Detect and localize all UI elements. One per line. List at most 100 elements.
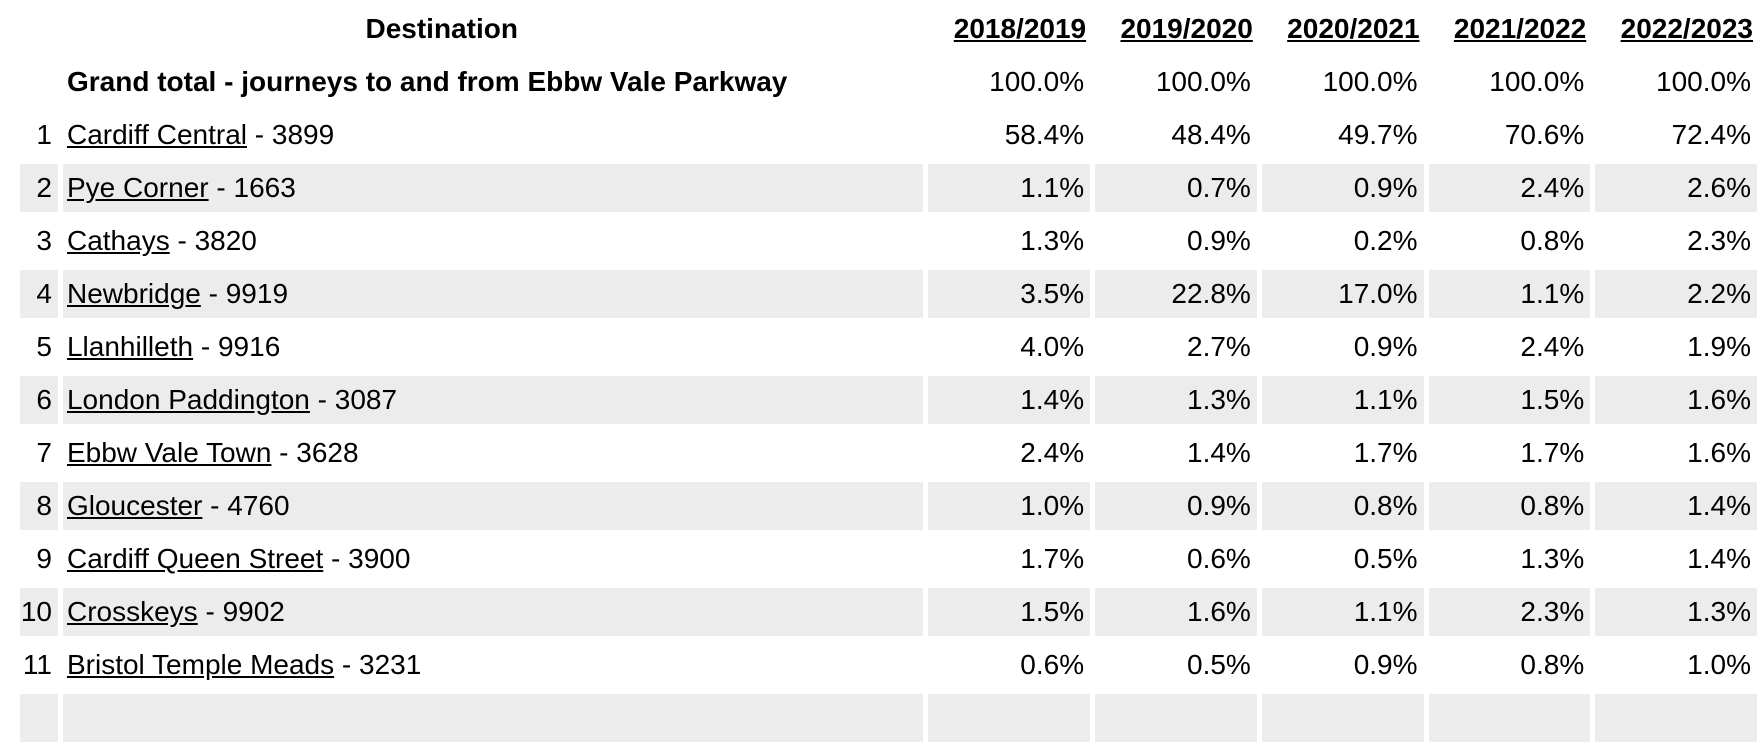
year-header-link-2019-2020[interactable]: 2019/2020 — [1120, 13, 1253, 44]
grand-total-row: Grand total - journeys to and from Ebbw … — [20, 58, 1757, 106]
row-rank: 11 — [22, 649, 52, 680]
percent-cell: 2.3% — [1687, 225, 1751, 256]
percent-cell: 1.1% — [1261, 376, 1424, 424]
percent-cell: 1.5% — [928, 588, 1091, 636]
percent-cell: 0.8% — [1520, 649, 1585, 680]
destination-code: - 3628 — [271, 437, 359, 468]
journeys-table: Destination 2018/2019 2019/2020 2020/202… — [15, 0, 1762, 747]
table-row-partial — [20, 694, 1757, 742]
table-row: 10 Crosskeys - 9902 1.5% 1.6% 1.1% 2.3% … — [20, 588, 1757, 636]
destination-code: - 3899 — [247, 119, 335, 150]
percent-cell: 0.5% — [1353, 543, 1418, 574]
percent-cell: 2.3% — [1428, 588, 1591, 636]
row-rank: 6 — [20, 376, 58, 424]
grand-total-value: 100.0% — [1489, 66, 1585, 97]
percent-cell: 1.6% — [1687, 437, 1751, 468]
percent-cell: 1.1% — [928, 164, 1091, 212]
destination-code: - 1663 — [208, 172, 296, 203]
row-rank: 3 — [36, 225, 52, 256]
percent-cell — [928, 694, 1091, 742]
percent-cell: 1.4% — [1687, 543, 1751, 574]
percent-cell: 1.0% — [928, 482, 1091, 530]
percent-cell: 48.4% — [1171, 119, 1251, 150]
destination-link[interactable]: Ebbw Vale Town — [66, 437, 272, 468]
destination-link[interactable]: Crosskeys — [66, 596, 198, 627]
grand-total-value: 100.0% — [989, 66, 1085, 97]
destination-link[interactable]: Bristol Temple Meads — [66, 649, 335, 680]
year-column-header: 2020/2021 — [1262, 5, 1424, 53]
percent-cell: 1.3% — [1520, 543, 1585, 574]
percent-cell: 4.0% — [1020, 331, 1085, 362]
destination-code: - 9916 — [193, 331, 281, 362]
percent-cell: 1.1% — [1428, 270, 1591, 318]
destination-link[interactable]: Cardiff Central — [66, 119, 247, 150]
row-rank: 10 — [20, 588, 58, 636]
year-column-header: 2019/2020 — [1095, 5, 1257, 53]
row-rank: 9 — [36, 543, 52, 574]
row-rank: 4 — [20, 270, 58, 318]
percent-cell: 1.3% — [1095, 376, 1257, 424]
percent-cell: 1.9% — [1687, 331, 1751, 362]
percent-cell: 1.7% — [1020, 543, 1085, 574]
table-row: 11 Bristol Temple Meads - 3231 0.6% 0.5%… — [20, 641, 1757, 689]
destination-link[interactable]: Cardiff Queen Street — [66, 543, 324, 574]
percent-cell: 1.4% — [928, 376, 1091, 424]
year-header-link-2020-2021[interactable]: 2020/2021 — [1287, 13, 1420, 44]
year-header-link-2018-2019[interactable]: 2018/2019 — [953, 13, 1087, 44]
percent-cell: 0.6% — [1187, 543, 1251, 574]
destination-link[interactable]: London Paddington — [66, 384, 310, 415]
percent-cell: 0.8% — [1520, 225, 1585, 256]
percent-cell: 2.4% — [1520, 331, 1585, 362]
percent-cell — [1095, 694, 1257, 742]
percent-cell: 70.6% — [1504, 119, 1585, 150]
percent-cell: 72.4% — [1671, 119, 1751, 150]
percent-cell: 22.8% — [1095, 270, 1257, 318]
destination-link[interactable]: Llanhilleth — [66, 331, 194, 362]
percent-cell: 0.8% — [1428, 482, 1591, 530]
percent-cell — [1428, 694, 1591, 742]
table-row: 4 Newbridge - 9919 3.5% 22.8% 17.0% 1.1%… — [20, 270, 1757, 318]
table-row: 3 Cathays - 3820 1.3% 0.9% 0.2% 0.8% 2.3… — [20, 217, 1757, 265]
grand-total-value: 100.0% — [1322, 66, 1418, 97]
destination-code: - 4760 — [202, 490, 290, 521]
destination-column-header: Destination — [365, 13, 518, 44]
year-header-link-2022-2023[interactable]: 2022/2023 — [1620, 13, 1753, 44]
destination-link[interactable]: Newbridge — [66, 278, 201, 309]
percent-cell: 0.2% — [1353, 225, 1418, 256]
destination-code: - 9902 — [197, 596, 285, 627]
row-rank: 7 — [36, 437, 52, 468]
percent-cell: 2.6% — [1595, 164, 1757, 212]
row-rank: 1 — [36, 119, 52, 150]
percent-cell: 2.2% — [1595, 270, 1757, 318]
table-row: 7 Ebbw Vale Town - 3628 2.4% 1.4% 1.7% 1… — [20, 429, 1757, 477]
percent-cell: 2.4% — [1428, 164, 1591, 212]
destination-link[interactable]: Pye Corner — [66, 172, 209, 203]
percent-cell: 0.9% — [1187, 225, 1251, 256]
row-rank: 2 — [20, 164, 58, 212]
percent-cell: 1.3% — [1020, 225, 1085, 256]
percent-cell: 0.9% — [1353, 331, 1418, 362]
row-rank: 5 — [36, 331, 52, 362]
percent-cell: 1.0% — [1687, 649, 1751, 680]
percent-cell — [1595, 694, 1757, 742]
destination-link[interactable]: Cathays — [66, 225, 170, 256]
year-header-link-2021-2022[interactable]: 2021/2022 — [1453, 13, 1587, 44]
percent-cell: 1.4% — [1187, 437, 1251, 468]
year-column-header: 2018/2019 — [928, 5, 1090, 53]
table-row: 6 London Paddington - 3087 1.4% 1.3% 1.1… — [20, 376, 1757, 424]
destination-link[interactable]: Gloucester — [66, 490, 203, 521]
grand-total-rank-cell — [20, 58, 58, 106]
table-row: 5 Llanhilleth - 9916 4.0% 2.7% 0.9% 2.4%… — [20, 323, 1757, 371]
grand-total-value: 100.0% — [1656, 66, 1751, 97]
percent-cell: 0.7% — [1095, 164, 1257, 212]
table-row: 1 Cardiff Central - 3899 58.4% 48.4% 49.… — [20, 111, 1757, 159]
percent-cell: 0.9% — [1261, 164, 1424, 212]
table-row: 2 Pye Corner - 1663 1.1% 0.7% 0.9% 2.4% … — [20, 164, 1757, 212]
destination-code: - 3231 — [334, 649, 422, 680]
percent-cell: 0.9% — [1353, 649, 1418, 680]
percent-cell: 1.6% — [1595, 376, 1757, 424]
destination-code: - 3087 — [309, 384, 398, 415]
percent-cell: 1.3% — [1595, 588, 1757, 636]
grand-total-label: Grand total - journeys to and from Ebbw … — [66, 66, 788, 97]
destination-code: - 3900 — [323, 543, 411, 574]
